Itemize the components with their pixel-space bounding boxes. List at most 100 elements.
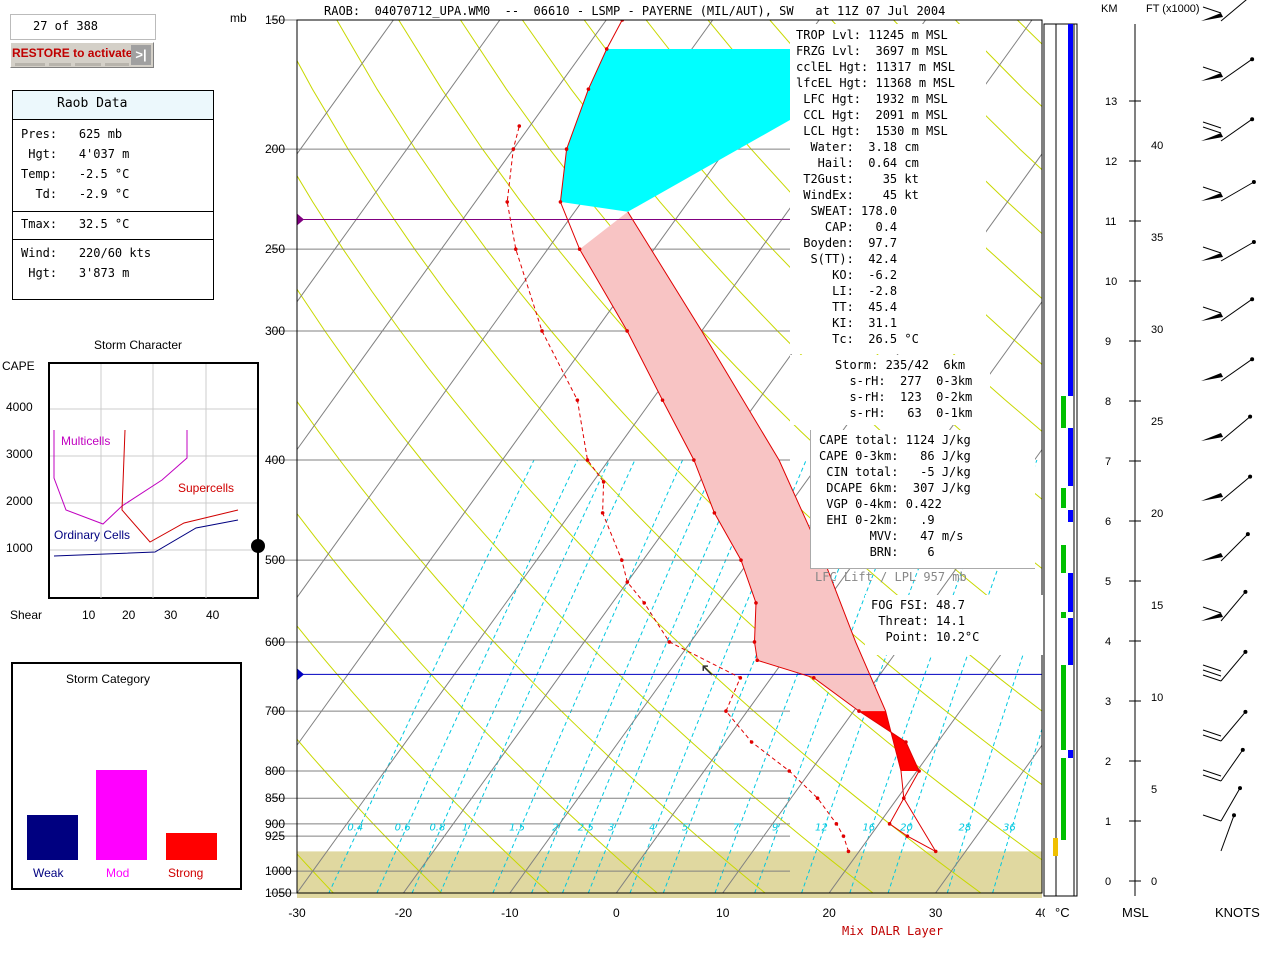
km-tick-label: 3: [1105, 696, 1111, 708]
cape-summary-row: CAPE 0-3km: 86 J/kg: [819, 449, 971, 463]
mixing-ratio-label: 1: [462, 822, 468, 833]
ft-tick-label: 20: [1151, 508, 1163, 520]
storm-motion-row: s-rH: 277 0-3km: [835, 374, 973, 388]
index-row: CAP: 0.4: [796, 220, 898, 234]
wind-barb-pennant: [1201, 253, 1223, 261]
isotherm-line: [722, 448, 1042, 893]
skew-t-diagram: 1502002503004005006007008008509009251000…: [265, 13, 1045, 920]
raob-row-pres: Pres: 625 mb: [21, 127, 123, 141]
mixing-ratio-line: [587, 459, 770, 893]
temperature-tick-label: 30: [929, 906, 943, 920]
wind-barb-dot: [1250, 117, 1255, 122]
dewpoint-line-point: [505, 200, 510, 204]
wind-barb-pennant: [1201, 133, 1223, 141]
ft-tick-label: 10: [1151, 692, 1163, 704]
wind-barb-staff: [1220, 651, 1246, 682]
index-row: WindEx: 45 kt: [796, 188, 919, 202]
index-row: cclEL Hgt: 11317 m MSL: [796, 60, 955, 74]
temperature-line-point: [604, 47, 609, 51]
restore-button[interactable]: RESTORE to activate >|: [10, 42, 154, 68]
storm-character-chart: Storm Character CAPE 4000 3000 2000 1000…: [2, 338, 265, 622]
low-cape-area: [859, 711, 920, 771]
temperature-tick-label: -10: [501, 906, 519, 920]
skip-end-icon[interactable]: >|: [131, 45, 151, 65]
temperature-tick-label: 10: [716, 906, 730, 920]
temperature-line-point: [692, 458, 696, 462]
index-row: LFC Hgt: 1932 m MSL: [796, 92, 948, 106]
pressure-unit-label: mb: [230, 11, 247, 25]
cape-summary-row: CIN total: -5 J/kg: [819, 465, 971, 479]
mixing-ratio-label: 9: [772, 822, 778, 833]
index-row: Tc: 26.5 °C: [796, 332, 919, 346]
cape-tick: 1000: [6, 541, 33, 555]
layer-strip-segment: [1068, 510, 1073, 522]
km-tick-label: 13: [1105, 96, 1117, 108]
wind-barb-flag: [1202, 729, 1222, 737]
cape-tick: 3000: [6, 447, 33, 461]
wind-barb-pennant: [1201, 13, 1223, 21]
mixing-ratio-line: [946, 596, 1042, 893]
mouse-cursor-icon: ↖: [700, 660, 716, 680]
raob-divider: [13, 239, 213, 240]
raob-divider: [13, 211, 213, 212]
ft-tick-label: 15: [1151, 600, 1163, 612]
wind-barb-flag: [1202, 814, 1222, 822]
wind-barb-flag: [1202, 186, 1222, 194]
temperature-line-point: [564, 147, 569, 151]
temperature-tick-label: 40: [1035, 906, 1045, 920]
fog-row: FOG FSI: 48.7: [871, 598, 965, 612]
km-tick-label: 1: [1105, 816, 1111, 828]
wind-barb-dot: [1243, 649, 1248, 654]
layer-strip-segment: [1068, 750, 1073, 758]
pressure-tick-label: 600: [265, 635, 285, 649]
isotherm-line: [297, 20, 820, 747]
shear-tick: 40: [206, 608, 220, 622]
wind-barb-staff: [1220, 298, 1253, 322]
cape-summary-row: DCAPE 6km: 307 J/kg: [819, 481, 971, 495]
temperature-line-point: [901, 796, 906, 800]
km-tick-label: 8: [1105, 396, 1111, 408]
km-tick-label: 2: [1105, 756, 1111, 768]
ordinary-cells-boundary: [53, 519, 239, 557]
multicells-label: Multicells: [61, 434, 110, 448]
temperature-line-point: [625, 329, 629, 333]
temperature-line-point: [811, 676, 816, 680]
cape-summary-row: EHI 0-2km: .9: [819, 513, 935, 527]
raob-row-temp: Temp: -2.5 °C: [21, 167, 130, 181]
mixing-ratio-label: 3: [608, 822, 614, 833]
pressure-tick-label: 1050: [265, 886, 292, 900]
mixing-ratio-line: [714, 459, 883, 893]
layer-strip-segment: [1068, 573, 1073, 612]
lfc-lift-label: LFC Lift / LPL 957 mb: [815, 570, 967, 584]
mixing-ratio-line: [376, 459, 578, 893]
restore-progress-segment: [105, 63, 129, 66]
wind-barb-pennant: [1201, 373, 1223, 381]
temperature-line-point: [904, 740, 908, 744]
wind-barb-flag: [1202, 664, 1222, 672]
dry-adiabat-line: [297, 512, 658, 893]
layer-strip-segment: [1068, 24, 1073, 396]
wind-barb-staff: [1220, 118, 1253, 142]
ft-label: FT (x1000): [1146, 3, 1200, 15]
mixing-ratio-label: 1.5: [509, 822, 525, 833]
wind-barb-flag: [1202, 121, 1222, 129]
layer-strip: [1053, 24, 1073, 856]
pressure-tick-label: 925: [265, 829, 285, 843]
pressure-tick-label: 700: [265, 704, 285, 718]
wind-barb-pennant: [1201, 493, 1223, 501]
temperature-line-point: [712, 511, 717, 515]
dewpoint-line-point: [601, 480, 606, 484]
fog-row: Point: 10.2°C: [871, 630, 980, 644]
mixing-ratio-label: 5: [682, 822, 688, 833]
isotherm-line: [828, 596, 1042, 893]
restore-progress-segment: [75, 63, 101, 66]
raob-row-hgt: Hgt: 4'037 m: [21, 147, 130, 161]
cape-summary-row: VGP 0-4km: 0.422: [819, 497, 942, 511]
km-tick-label: 7: [1105, 456, 1111, 468]
mixing-ratio-line: [531, 459, 719, 893]
storm-category-label-weak: Weak: [33, 866, 64, 880]
wind-barb-pennant: [1201, 433, 1223, 441]
dewpoint-line-point: [585, 458, 590, 462]
mixing-ratio-label: 2.5: [578, 822, 594, 833]
